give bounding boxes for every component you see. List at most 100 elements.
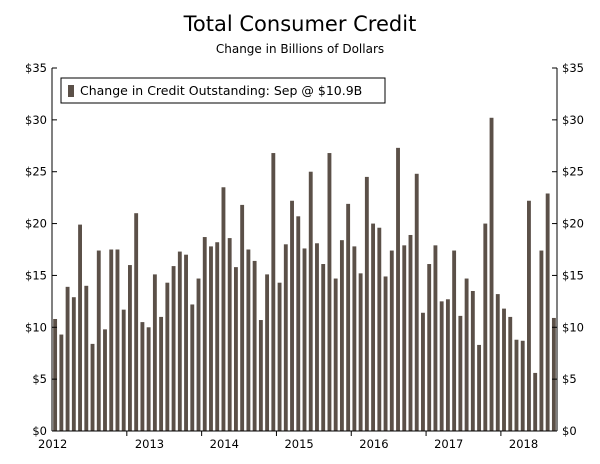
bar bbox=[327, 153, 332, 432]
bar bbox=[539, 250, 544, 431]
bar bbox=[290, 200, 294, 431]
y-tick-label-right: $5 bbox=[562, 372, 577, 386]
bar bbox=[258, 320, 263, 431]
bar bbox=[246, 249, 251, 431]
x-tick-label: 2017 bbox=[434, 437, 463, 451]
bar bbox=[421, 312, 425, 431]
ticks-group: $0 $0 $5 $5 $10 $10 $15 $15 $20 $20 $25 $25 $30 $30 $3… bbox=[25, 61, 584, 451]
y-tick-label-left: $20 bbox=[25, 217, 47, 231]
bar bbox=[78, 224, 82, 431]
bar bbox=[445, 299, 450, 431]
bar bbox=[302, 248, 307, 431]
x-tick-label: 2014 bbox=[210, 437, 239, 451]
y-tick-label-right: $10 bbox=[562, 320, 584, 334]
bar bbox=[502, 308, 506, 431]
bar bbox=[121, 309, 126, 431]
bar bbox=[215, 242, 220, 431]
bar bbox=[171, 266, 176, 431]
bar bbox=[209, 246, 213, 431]
y-tick-label-right: $20 bbox=[562, 217, 584, 231]
x-tick-label: 2013 bbox=[135, 437, 164, 451]
bar bbox=[308, 171, 313, 431]
bar bbox=[109, 249, 114, 431]
bar bbox=[464, 278, 469, 431]
y-tick-label-left: $5 bbox=[32, 372, 47, 386]
bar bbox=[495, 294, 500, 431]
bar bbox=[477, 344, 482, 431]
bar bbox=[470, 290, 475, 431]
bar bbox=[533, 372, 538, 431]
legend-box bbox=[60, 77, 386, 104]
bar bbox=[346, 203, 351, 431]
bar bbox=[452, 250, 457, 431]
bar bbox=[140, 322, 145, 431]
bar bbox=[520, 340, 525, 431]
bar bbox=[358, 273, 363, 431]
bar bbox=[489, 117, 494, 431]
bar bbox=[527, 200, 531, 431]
bar bbox=[514, 339, 519, 431]
legend-label: Change in Credit Outstanding: Sep @ $10.… bbox=[80, 83, 362, 98]
bar bbox=[352, 246, 357, 431]
bar bbox=[96, 250, 101, 431]
bar bbox=[271, 153, 276, 432]
bar bbox=[383, 276, 388, 431]
bars-group bbox=[53, 117, 556, 432]
y-tick-label-right: $30 bbox=[562, 113, 584, 127]
bar bbox=[277, 282, 282, 431]
bar bbox=[190, 304, 195, 431]
bar bbox=[252, 260, 257, 431]
bar bbox=[551, 317, 556, 431]
x-tick-label: 2015 bbox=[284, 437, 313, 451]
legend: Change in Credit Outstanding: Sep @ $10.… bbox=[60, 77, 386, 104]
y-tick-label-left: $35 bbox=[25, 61, 47, 75]
bar bbox=[339, 240, 344, 431]
y-tick-label-right: $35 bbox=[562, 61, 584, 75]
bar bbox=[71, 297, 76, 431]
y-tick-label-right: $25 bbox=[562, 165, 584, 179]
bar bbox=[296, 216, 301, 431]
bar bbox=[240, 204, 245, 431]
bar bbox=[433, 245, 438, 431]
bar bbox=[227, 238, 232, 431]
y-tick-label-left: $30 bbox=[25, 113, 47, 127]
bar bbox=[84, 285, 89, 431]
bar bbox=[65, 286, 70, 431]
bar bbox=[321, 264, 326, 431]
y-tick-label-left: $10 bbox=[25, 320, 47, 334]
bar bbox=[408, 234, 413, 431]
x-tick-label: 2016 bbox=[359, 437, 388, 451]
bar bbox=[90, 343, 95, 431]
y-tick-label-left: $15 bbox=[25, 268, 47, 282]
bar bbox=[389, 250, 394, 431]
bar bbox=[439, 301, 444, 431]
bar bbox=[396, 147, 400, 432]
bar bbox=[233, 267, 238, 431]
bar bbox=[177, 251, 182, 431]
bar bbox=[146, 327, 151, 431]
y-tick-label-left: $25 bbox=[25, 165, 47, 179]
y-tick-label-right: $0 bbox=[562, 424, 577, 438]
bar bbox=[59, 334, 64, 431]
bar bbox=[115, 249, 120, 431]
axes-group bbox=[51, 68, 558, 432]
bar bbox=[134, 213, 139, 431]
x-tick-label: 2012 bbox=[38, 437, 67, 451]
bar bbox=[265, 274, 270, 431]
bar bbox=[402, 245, 407, 431]
x-tick-label: 2018 bbox=[509, 437, 538, 451]
y-tick-label-right: $15 bbox=[562, 268, 584, 282]
y-tick-label-left: $0 bbox=[32, 424, 47, 438]
bar bbox=[283, 244, 288, 431]
bar bbox=[545, 193, 550, 431]
bar bbox=[165, 282, 170, 431]
bar bbox=[458, 315, 463, 431]
bar bbox=[53, 318, 58, 431]
bar bbox=[364, 176, 369, 431]
chart-subtitle: Change in Billions of Dollars bbox=[215, 42, 385, 56]
bar bbox=[128, 265, 132, 431]
bar bbox=[196, 278, 201, 431]
bar bbox=[202, 237, 207, 431]
